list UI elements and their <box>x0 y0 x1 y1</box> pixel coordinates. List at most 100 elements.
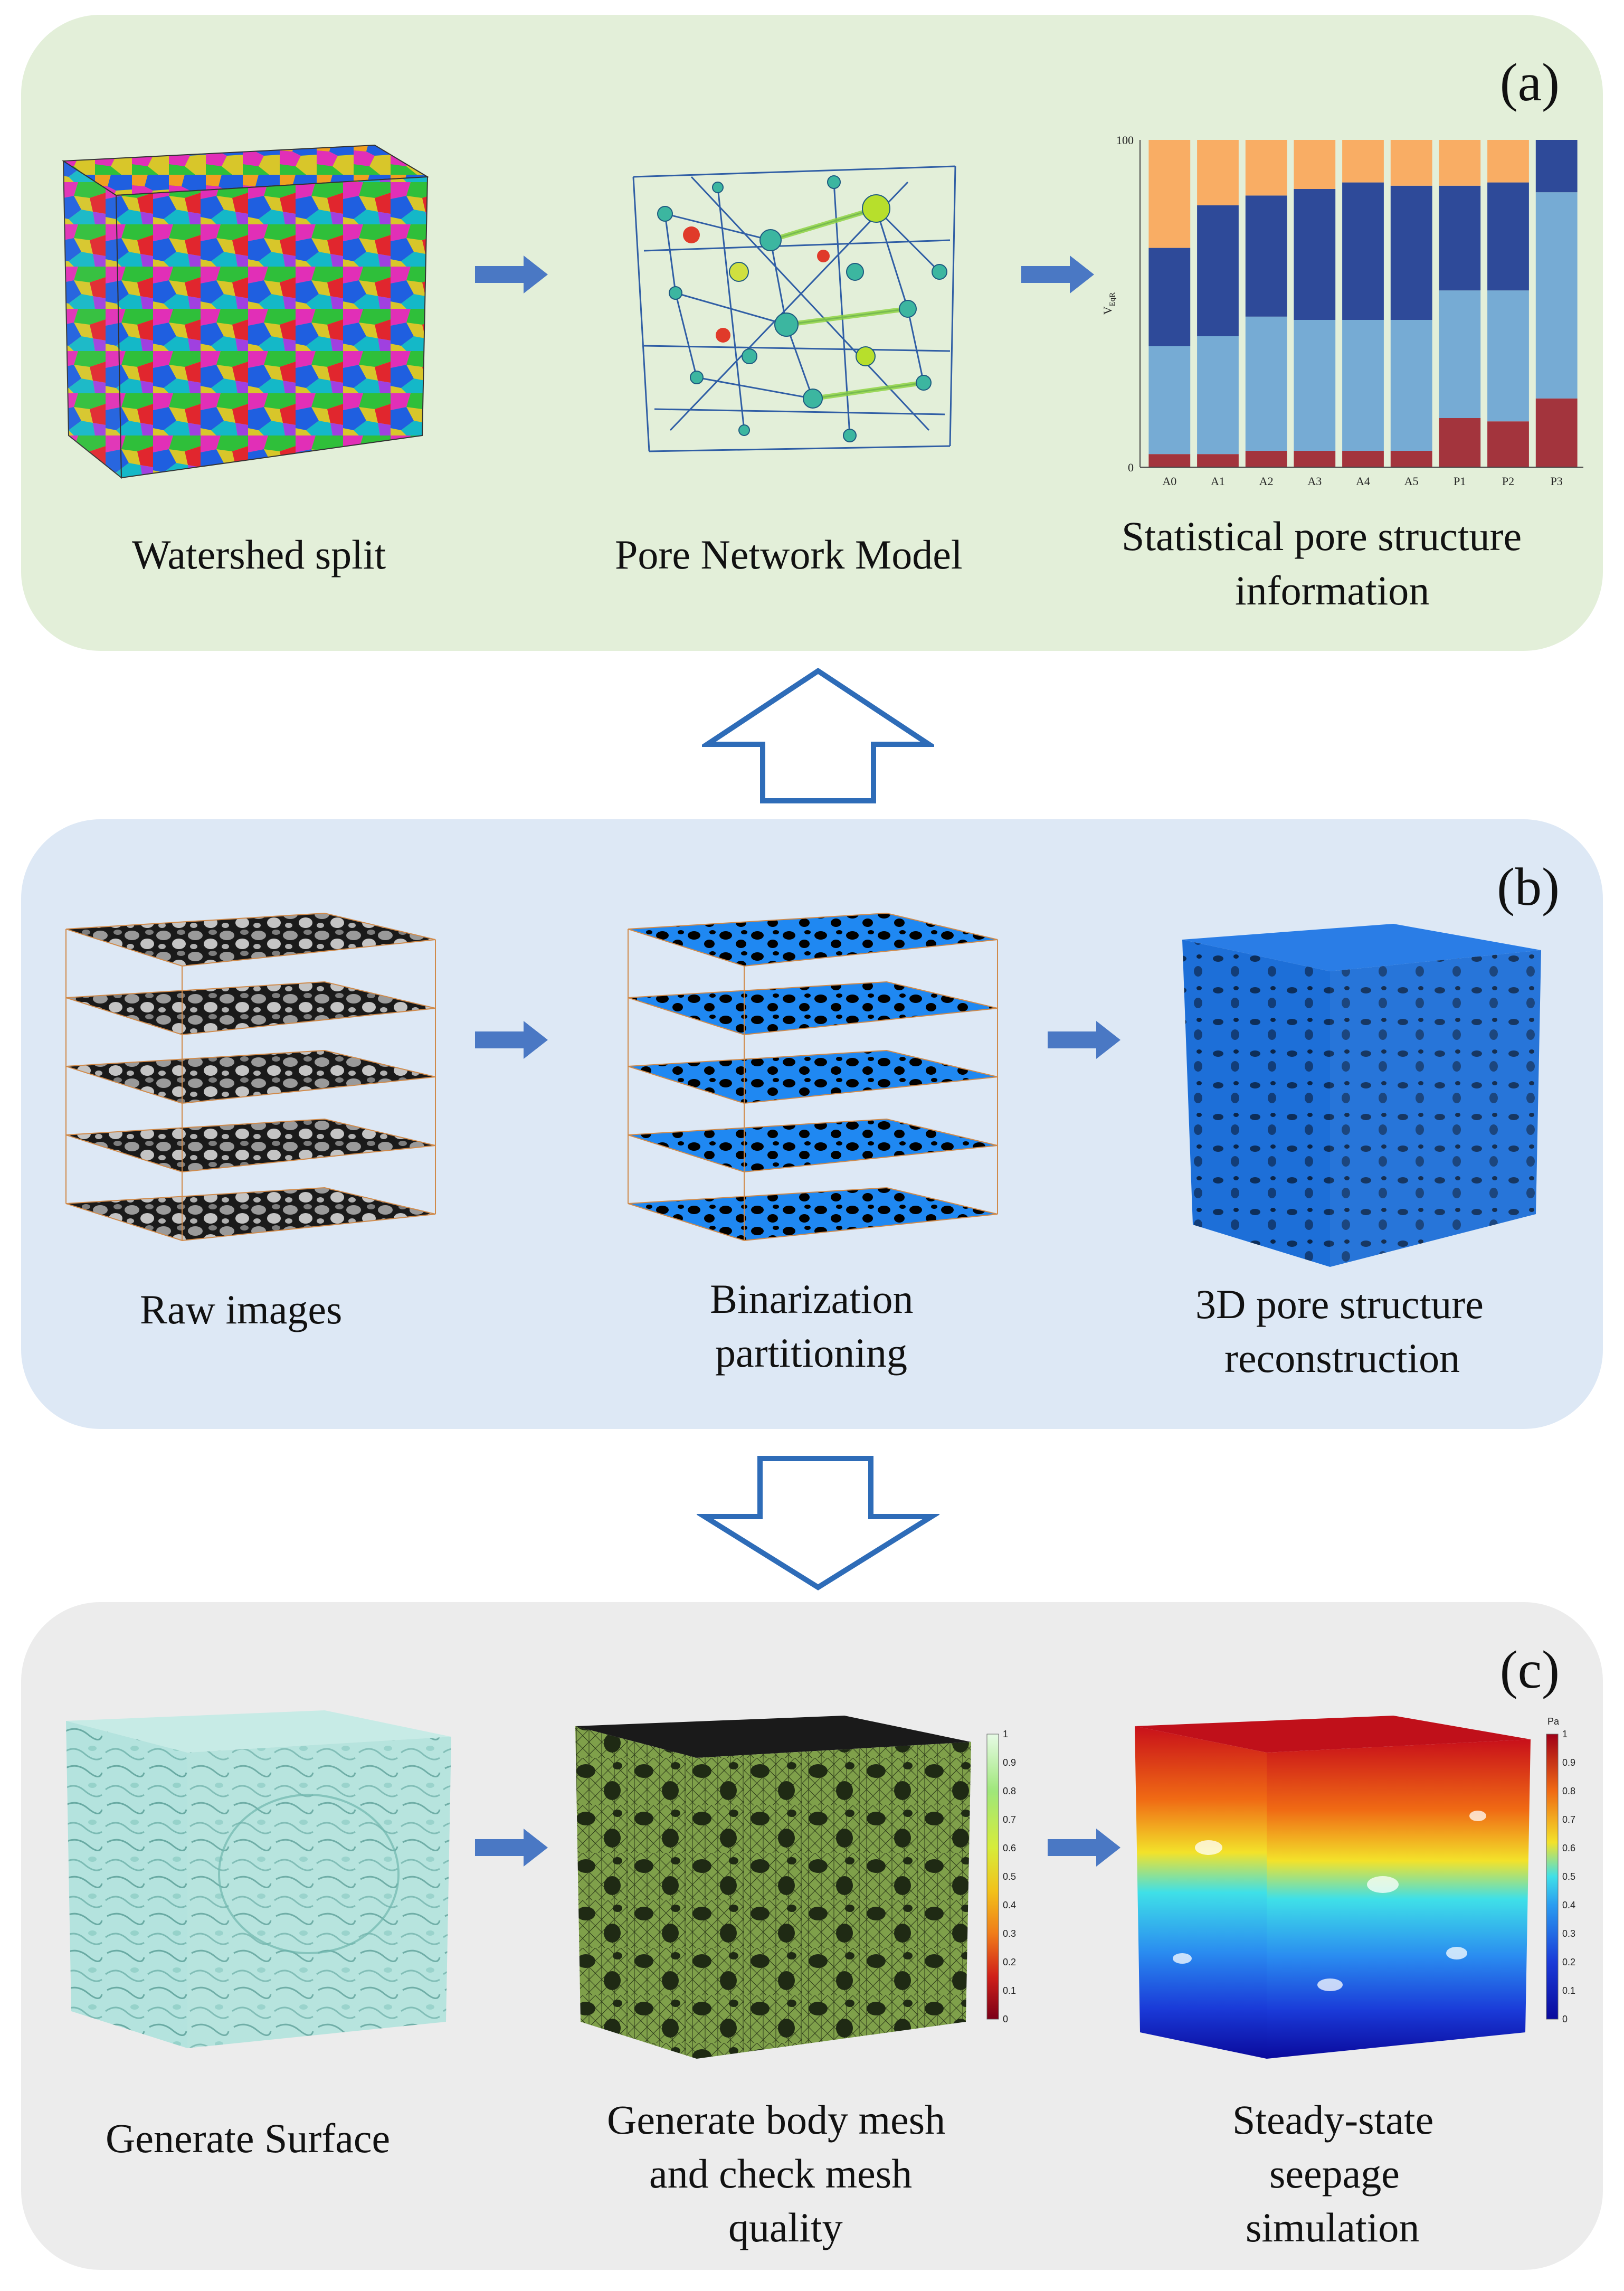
y-axis-label: VEqR <box>1101 292 1117 315</box>
binarization-stack <box>628 912 998 1242</box>
colorbar-tick-label: 0.2 <box>1562 1957 1575 1967</box>
arrow-right-icon <box>1021 255 1094 294</box>
bar-segment-A3-3 <box>1294 140 1336 189</box>
bar-segment-A3-2 <box>1294 189 1336 320</box>
caption-generate-surface: Generate Surface <box>106 2115 391 2161</box>
bar-segment-P2-2 <box>1487 182 1529 291</box>
colorbar-tick-label: 0.2 <box>1003 1957 1016 1967</box>
bar-segment-A3-0 <box>1294 451 1336 467</box>
bar-segment-A1-0 <box>1197 454 1239 467</box>
colorbar-tick-label: 0.1 <box>1003 1985 1016 1996</box>
colorbar-tick-label: 0.1 <box>1562 1985 1575 1996</box>
seepage-simulation-cube <box>1135 1716 1531 2059</box>
colorbar-tick-label: 0.5 <box>1003 1871 1016 1882</box>
colorbar-tick-label: 0.9 <box>1562 1757 1575 1768</box>
bar-segment-A4-3 <box>1342 140 1384 183</box>
x-tick-label: A3 <box>1307 475 1322 488</box>
caption-reconstruction-line2: reconstruction <box>1224 1335 1460 1381</box>
bar-segment-A5-0 <box>1390 451 1432 467</box>
x-tick-label: P3 <box>1551 475 1563 488</box>
bar-segment-A2-2 <box>1245 195 1287 317</box>
bar-segment-A0-1 <box>1148 346 1191 455</box>
caption-mesh-line3: quality <box>728 2204 843 2250</box>
caption-statistical-info-line1: Statistical pore structure <box>1122 513 1522 559</box>
caption-seepage-line1: Steady-state <box>1232 2097 1434 2143</box>
bar-segment-A5-3 <box>1390 140 1432 186</box>
panel-tag-c: (c) <box>1499 1640 1560 1700</box>
bar-segment-P2-3 <box>1487 140 1529 183</box>
y-tick-top: 100 <box>1116 134 1134 147</box>
colorbar-tick-label: 1 <box>1562 1729 1568 1739</box>
surface-cube <box>66 1710 451 2048</box>
pore-structure-cube <box>1182 924 1541 1267</box>
colorbar-tick-label: 0.8 <box>1003 1786 1016 1796</box>
bar-segment-A4-2 <box>1342 182 1384 320</box>
bar-segment-A5-1 <box>1390 320 1432 451</box>
bar-segment-P1-3 <box>1439 140 1481 186</box>
x-tick-label: A5 <box>1404 475 1419 488</box>
arrow-right-icon <box>475 1021 548 1059</box>
bar-segment-P1-2 <box>1439 185 1481 291</box>
x-tick-label: A0 <box>1162 475 1176 488</box>
arrow-right-icon <box>475 255 548 294</box>
mesh-quality-colorbar: 1 0.9 0.8 0.7 0.6 0.5 0.4 0.3 0.2 0.1 0 <box>986 1729 1016 2024</box>
bar-segment-P2-1 <box>1487 290 1529 422</box>
colorbar-tick-label: 0.4 <box>1003 1900 1016 1910</box>
panel-tag-b: (b) <box>1497 857 1560 917</box>
bar-segment-P3-1 <box>1535 192 1578 399</box>
x-tick-label: A1 <box>1211 475 1225 488</box>
caption-mesh-line1: Generate body mesh <box>607 2097 946 2143</box>
caption-reconstruction-line1: 3D pore structure <box>1195 1281 1484 1327</box>
x-tick-label: P2 <box>1502 475 1514 488</box>
colorbar-tick-label: 0.9 <box>1003 1757 1016 1768</box>
colorbar-tick-label: 0.6 <box>1003 1843 1016 1853</box>
panel-tag-a: (a) <box>1499 53 1560 112</box>
colorbar-tick-label: 1 <box>1003 1729 1008 1739</box>
bar-segment-A4-0 <box>1342 451 1384 467</box>
colorbar-tick-label: 0.3 <box>1562 1928 1575 1939</box>
colorbar-tick-label: 0 <box>1003 2014 1008 2024</box>
bar-segment-A1-2 <box>1197 205 1239 336</box>
x-tick-label: A2 <box>1259 475 1274 488</box>
bar-segment-A2-0 <box>1245 451 1287 467</box>
raw-images-stack <box>65 912 436 1242</box>
caption-binarization-line1: Binarization <box>710 1276 914 1322</box>
caption-seepage-line2: seepage <box>1269 2151 1400 2197</box>
x-tick-label: P1 <box>1454 475 1466 488</box>
bar-segment-A2-1 <box>1245 316 1287 451</box>
caption-seepage-line3: simulation <box>1246 2204 1420 2250</box>
bar-segment-P2-0 <box>1487 421 1529 467</box>
bar-segment-P3-2 <box>1535 140 1578 193</box>
colorbar-tick-label: 0.6 <box>1562 1843 1575 1853</box>
watershed-split-cube <box>61 144 430 479</box>
colorbar-tick-label: 0.7 <box>1562 1814 1575 1825</box>
bar-segment-P1-1 <box>1439 290 1481 418</box>
pressure-colorbar: Pa 1 0.9 0.8 0.7 0.6 0.5 0.4 0.3 0.2 0.1 0 <box>1546 1716 1575 2024</box>
bar-segment-A0-3 <box>1148 140 1191 248</box>
colorbar-tick-label: 0 <box>1562 2014 1568 2024</box>
bar-segment-A3-1 <box>1294 320 1336 451</box>
caption-watershed-split: Watershed split <box>132 532 386 578</box>
bar-segment-A5-2 <box>1390 185 1432 320</box>
caption-pore-network-model: Pore Network Model <box>615 532 963 578</box>
bar-segment-P1-0 <box>1439 418 1481 467</box>
hollow-down-arrow-icon <box>697 1456 939 1591</box>
bar-segment-A2-3 <box>1245 140 1287 196</box>
hollow-up-arrow-icon <box>702 668 934 803</box>
arrow-right-icon <box>1048 1829 1120 1867</box>
x-tick-label: A4 <box>1356 475 1370 488</box>
bar-segment-A1-1 <box>1197 336 1239 455</box>
bar-segment-A4-1 <box>1342 320 1384 451</box>
caption-mesh-line2: and check mesh <box>649 2151 913 2197</box>
bar-segment-P3-0 <box>1535 398 1578 467</box>
colorbar-tick-label: 0.5 <box>1562 1871 1575 1882</box>
caption-binarization-line2: partitioning <box>715 1330 907 1376</box>
caption-raw-images: Raw images <box>140 1286 343 1332</box>
caption-statistical-info-line2: information <box>1235 567 1430 613</box>
y-tick-bottom: 0 <box>1128 461 1134 474</box>
colorbar-tick-label: 0.7 <box>1003 1814 1016 1825</box>
arrow-right-icon <box>475 1829 548 1867</box>
bar-segment-A1-3 <box>1197 140 1239 205</box>
pore-network-model <box>632 165 956 452</box>
stacked-bar-chart: 100 0 VEqR A0 A1 A2 A3 A4 A5 P1 P2 P3 <box>1101 134 1583 488</box>
